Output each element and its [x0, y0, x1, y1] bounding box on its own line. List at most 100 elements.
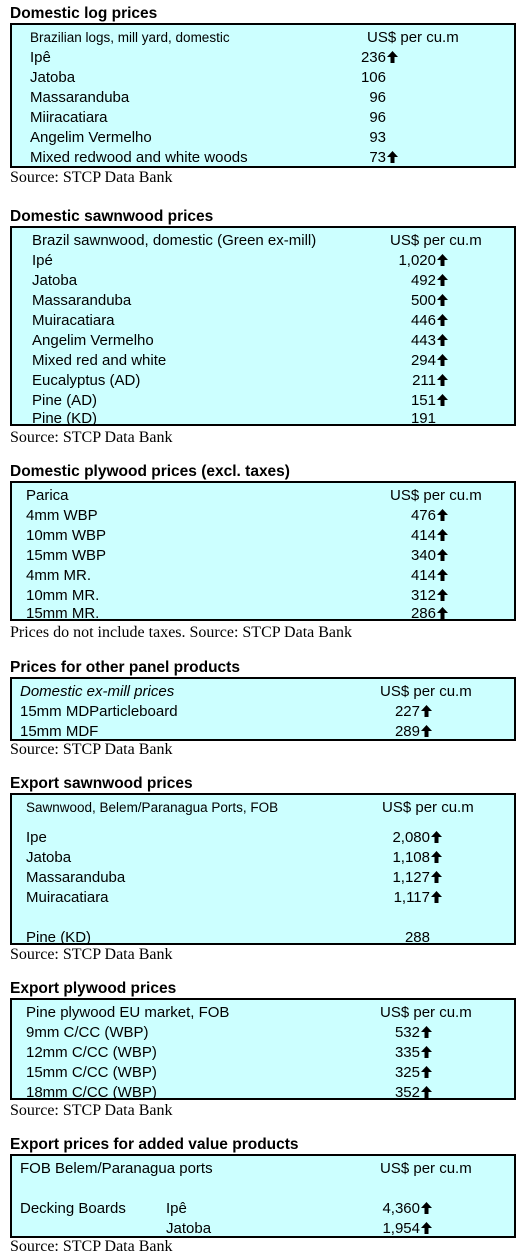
section-title: Domestic sawnwood prices	[10, 208, 214, 225]
price-value: 335	[394, 1044, 420, 1061]
row-value: 1,127	[392, 868, 442, 888]
row-value: 294	[411, 351, 448, 371]
table-header-row: Domestic ex-mill prices US$ per cu.m	[12, 682, 514, 702]
row-value: 289	[395, 722, 432, 742]
up-arrow-icon	[421, 1046, 432, 1058]
price-value: 96	[369, 89, 386, 106]
up-arrow-icon	[437, 294, 448, 306]
table-row: Ipé 1,020	[12, 251, 514, 271]
row-label: 12mm C/CC (WBP)	[26, 1044, 157, 1061]
table-row: 4mm WBP 476	[12, 506, 514, 526]
up-arrow-icon	[437, 374, 448, 386]
table-header-label: Pine plywood EU market, FOB	[26, 1004, 230, 1021]
table-header-unit: US$ per cu.m	[367, 29, 459, 46]
price-value: 414	[410, 567, 436, 584]
source-note: Prices do not include taxes. Source: STC…	[10, 624, 353, 641]
table-header-row: Sawnwood, Belem/Paranagua Ports, FOB US$ …	[12, 798, 514, 818]
table-row: 4mm MR. 414	[12, 566, 514, 586]
row-label: Jatoba	[166, 1220, 212, 1237]
row-label: Ipé	[32, 252, 53, 269]
row-label: 15mm WBP	[26, 547, 107, 564]
up-arrow-icon	[421, 725, 432, 737]
row-label: 15mm MDF	[20, 723, 99, 740]
table-header-unit: US$ per cu.m	[382, 799, 474, 816]
up-arrow-icon	[437, 509, 448, 521]
section-title: Export sawnwood prices	[10, 775, 193, 792]
section-title: Export prices for added value products	[10, 1136, 299, 1153]
price-value: 325	[394, 1064, 420, 1081]
table-header-label: FOB Belem/Paranagua ports	[20, 1160, 213, 1177]
row-value: 286	[411, 604, 448, 624]
up-arrow-icon	[437, 254, 448, 266]
row-label: Mixed red and white	[32, 352, 167, 369]
table-row: Jatoba 1,954	[12, 1219, 514, 1239]
row-label: Mixed redwood and white woods	[30, 149, 248, 166]
source-note: Source: STCP Data Bank	[10, 1238, 173, 1255]
row-value: 236	[361, 48, 398, 68]
row-value: 1,020	[398, 251, 448, 271]
price-value: 236	[360, 49, 386, 66]
up-arrow-icon	[437, 549, 448, 561]
table-header-label: Parica	[26, 487, 69, 504]
price-value: 289	[394, 723, 420, 740]
table-row: Massaranduba 1,127	[12, 868, 514, 888]
table-row: Mixed redwood and white woods 73	[12, 148, 514, 168]
row-label: 4mm WBP	[26, 507, 98, 524]
row-label: Muiracatiara	[26, 889, 109, 906]
row-value: 476	[411, 506, 448, 526]
price-value: 1,020	[398, 252, 436, 269]
up-arrow-icon	[421, 705, 432, 717]
price-value: 312	[410, 587, 436, 604]
price-value: 227	[394, 703, 420, 720]
row-value: 532	[395, 1023, 432, 1043]
row-value: 492	[411, 271, 448, 291]
table-header-unit: US$ per cu.m	[380, 1004, 472, 1021]
table-row: 15mm MDParticleboard 227	[12, 702, 514, 722]
row-label: Massaranduba	[26, 869, 126, 886]
price-value: 492	[410, 272, 436, 289]
section-title: Export plywood prices	[10, 980, 177, 997]
table-row: Pine (AD) 151	[12, 391, 514, 411]
price-value: 96	[369, 109, 386, 126]
up-arrow-icon	[421, 1066, 432, 1078]
up-arrow-icon	[431, 831, 442, 843]
table-row: Massaranduba 500	[12, 291, 514, 311]
up-arrow-icon	[387, 151, 398, 163]
table-header-unit: US$ per cu.m	[380, 1160, 472, 1177]
table-row: Pine (KD) 191	[12, 409, 514, 429]
section-title: Prices for other panel products	[10, 659, 240, 676]
row-value: 1,117	[394, 888, 442, 908]
row-label: Angelim Vermelho	[32, 332, 154, 349]
table-row: 12mm C/CC (WBP) 335	[12, 1043, 514, 1063]
table-row: 15mm MDF 289	[12, 722, 514, 742]
price-value: 211	[412, 372, 436, 389]
row-value: 443	[411, 331, 448, 351]
table-row: Angelim Vermelho 443	[12, 331, 514, 351]
table-header-row: Parica US$ per cu.m	[12, 486, 514, 506]
price-value: 73	[369, 149, 386, 166]
row-value: 414	[411, 526, 448, 546]
source-note: Source: STCP Data Bank	[10, 169, 173, 186]
row-value: 2,080	[392, 828, 442, 848]
row-label: 15mm MR.	[26, 605, 100, 622]
source-note: Source: STCP Data Bank	[10, 741, 173, 758]
row-label: Pine (KD)	[26, 929, 92, 946]
price-value: 288	[404, 929, 430, 946]
row-value: 414	[411, 566, 448, 586]
row-value: 106	[361, 68, 398, 88]
row-value: 211	[412, 371, 448, 391]
price-table: Sawnwood, Belem/Paranagua Ports, FOB US$ …	[10, 793, 516, 948]
row-label: Eucalyptus (AD)	[32, 372, 141, 389]
up-arrow-icon	[437, 354, 448, 366]
row-label: Miiracatiara	[30, 109, 108, 126]
row-label: 9mm C/CC (WBP)	[26, 1024, 149, 1041]
price-value: 352	[394, 1084, 420, 1101]
price-value: 500	[410, 292, 436, 309]
price-value: 532	[394, 1024, 420, 1041]
table-header-unit: US$ per cu.m	[390, 487, 482, 504]
table-row: Angelim Vermelho 93	[12, 128, 514, 148]
price-value: 4,360	[382, 1200, 420, 1217]
table-row: Pine (KD) 288	[12, 928, 514, 948]
row-label: Jatoba	[30, 69, 76, 86]
row-value: 446	[411, 311, 448, 331]
